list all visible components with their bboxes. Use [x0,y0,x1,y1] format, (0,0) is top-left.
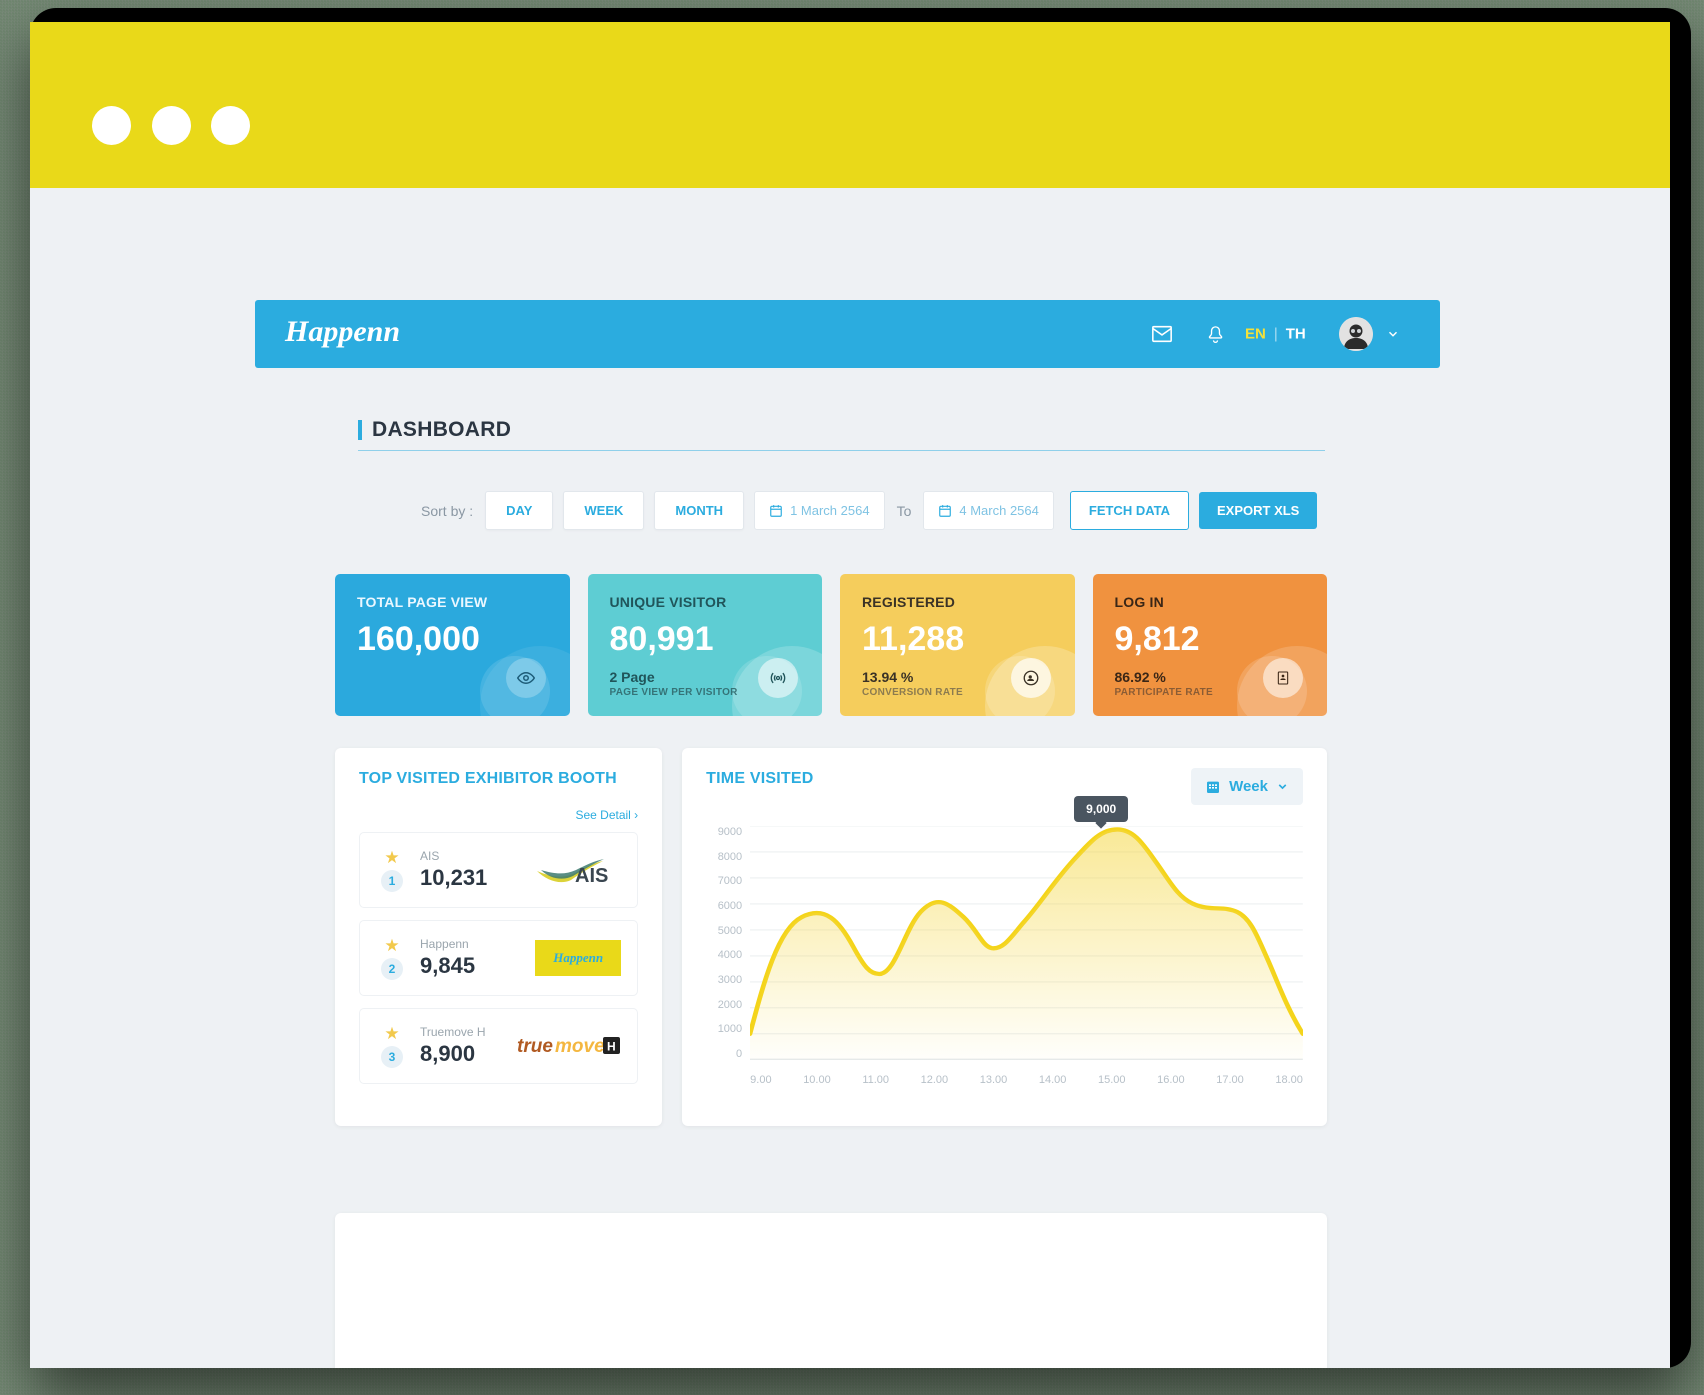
svg-text:move: move [555,1036,605,1057]
svg-text:true: true [517,1036,553,1057]
svg-text:H: H [607,1040,616,1054]
svg-text:AIS: AIS [575,865,608,887]
